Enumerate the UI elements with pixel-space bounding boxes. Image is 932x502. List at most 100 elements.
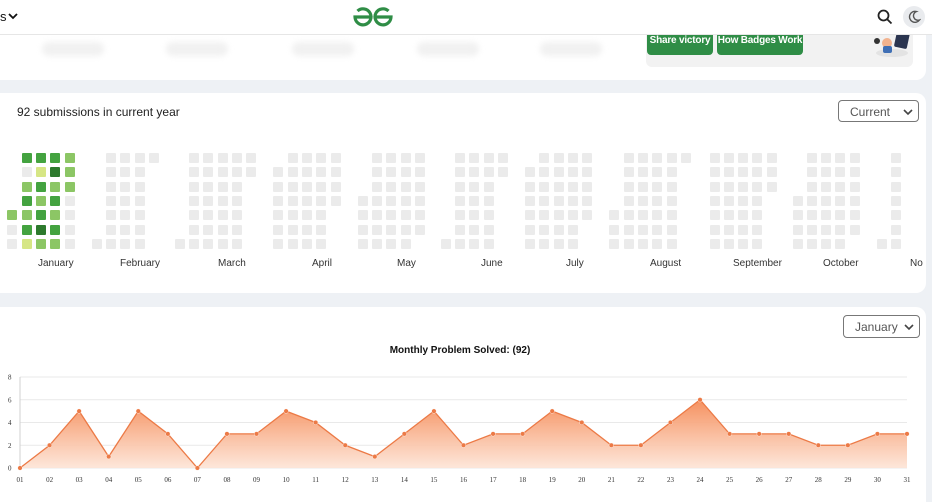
heatmap-cell[interactable] xyxy=(766,153,777,163)
heatmap-cell[interactable] xyxy=(469,167,480,178)
heatmap-cell[interactable] xyxy=(821,224,832,235)
heatmap-cell[interactable] xyxy=(849,153,860,163)
heatmap-cell[interactable] xyxy=(709,210,720,221)
heatmap-cell[interactable] xyxy=(91,238,102,249)
heatmap-cell[interactable] xyxy=(302,238,313,249)
heatmap-cell[interactable] xyxy=(469,195,480,206)
heatmap-cell[interactable] xyxy=(400,224,411,235)
heatmap-cell[interactable] xyxy=(440,238,451,249)
heatmap-cell[interactable] xyxy=(415,195,425,206)
heatmap-cell[interactable] xyxy=(806,224,817,235)
heatmap-cell[interactable] xyxy=(723,238,734,249)
heatmap-cell[interactable] xyxy=(652,238,663,249)
heatmap-cell[interactable] xyxy=(372,181,383,192)
heatmap-cell[interactable] xyxy=(483,224,494,235)
heatmap-cell[interactable] xyxy=(189,238,200,249)
heatmap-cell[interactable] xyxy=(539,167,550,178)
heatmap-cell[interactable] xyxy=(553,210,564,221)
heatmap-cell[interactable] xyxy=(568,181,578,192)
heatmap-cell[interactable] xyxy=(638,167,649,178)
heatmap-cell[interactable] xyxy=(217,195,228,206)
heatmap-cell[interactable] xyxy=(50,153,61,163)
heatmap-cell[interactable] xyxy=(231,153,242,163)
data-point[interactable] xyxy=(135,408,141,414)
heatmap-cell[interactable] xyxy=(766,167,777,178)
data-point[interactable] xyxy=(520,431,526,437)
heatmap-cell[interactable] xyxy=(36,153,47,163)
heatmap-cell[interactable] xyxy=(50,224,61,235)
data-point[interactable] xyxy=(165,431,171,437)
heatmap-cell[interactable] xyxy=(134,224,145,235)
heatmap-cell[interactable] xyxy=(623,181,634,192)
heatmap-cell[interactable] xyxy=(738,195,749,206)
heatmap-cell[interactable] xyxy=(891,195,902,206)
heatmap-cell[interactable] xyxy=(835,167,846,178)
heatmap-cell[interactable] xyxy=(302,224,313,235)
heatmap-cell[interactable] xyxy=(134,181,145,192)
heatmap-cell[interactable] xyxy=(723,153,734,163)
heatmap-cell[interactable] xyxy=(568,195,578,206)
heatmap-cell[interactable] xyxy=(553,181,564,192)
data-point[interactable] xyxy=(401,431,407,437)
heatmap-cell[interactable] xyxy=(582,153,593,163)
heatmap-cell[interactable] xyxy=(287,195,298,206)
heatmap-cell[interactable] xyxy=(455,224,466,235)
data-point[interactable] xyxy=(490,431,496,437)
heatmap-cell[interactable] xyxy=(666,153,677,163)
heatmap-cell[interactable] xyxy=(330,167,341,178)
chevron-down-icon[interactable] xyxy=(7,10,19,22)
heatmap-cell[interactable] xyxy=(7,224,18,235)
heatmap-cell[interactable] xyxy=(189,224,200,235)
heatmap-cell[interactable] xyxy=(652,153,663,163)
heatmap-cell[interactable] xyxy=(189,181,200,192)
heatmap-cell[interactable] xyxy=(652,195,663,206)
data-point[interactable] xyxy=(786,431,792,437)
heatmap-cell[interactable] xyxy=(623,153,634,163)
heatmap-cell[interactable] xyxy=(752,167,763,178)
data-point[interactable] xyxy=(667,420,673,426)
heatmap-cell[interactable] xyxy=(120,195,131,206)
heatmap-cell[interactable] xyxy=(638,195,649,206)
heatmap-cell[interactable] xyxy=(386,195,397,206)
heatmap-cell[interactable] xyxy=(36,181,47,192)
heatmap-cell[interactable] xyxy=(273,195,284,206)
heatmap-cell[interactable] xyxy=(287,238,298,249)
heatmap-cell[interactable] xyxy=(525,210,536,221)
heatmap-cell[interactable] xyxy=(849,210,860,221)
heatmap-cell[interactable] xyxy=(652,210,663,221)
heatmap-cell[interactable] xyxy=(821,210,832,221)
data-point[interactable] xyxy=(756,431,762,437)
heatmap-cell[interactable] xyxy=(806,195,817,206)
data-point[interactable] xyxy=(76,408,82,414)
heatmap-cell[interactable] xyxy=(203,210,214,221)
heatmap-cell[interactable] xyxy=(64,181,75,192)
heatmap-cell[interactable] xyxy=(217,210,228,221)
data-point[interactable] xyxy=(608,442,614,448)
heatmap-cell[interactable] xyxy=(400,153,411,163)
heatmap-cell[interactable] xyxy=(723,195,734,206)
data-point[interactable] xyxy=(372,454,378,460)
heatmap-cell[interactable] xyxy=(231,195,242,206)
heatmap-cell[interactable] xyxy=(525,167,536,178)
heatmap-cell[interactable] xyxy=(582,210,593,221)
heatmap-cell[interactable] xyxy=(666,238,677,249)
heatmap-cell[interactable] xyxy=(273,224,284,235)
heatmap-cell[interactable] xyxy=(64,153,75,163)
heatmap-cell[interactable] xyxy=(316,238,327,249)
heatmap-cell[interactable] xyxy=(203,195,214,206)
heatmap-cell[interactable] xyxy=(652,167,663,178)
heatmap-cell[interactable] xyxy=(36,210,47,221)
heatmap-cell[interactable] xyxy=(386,153,397,163)
heatmap-cell[interactable] xyxy=(316,195,327,206)
heatmap-cell[interactable] xyxy=(623,224,634,235)
heatmap-cell[interactable] xyxy=(469,153,480,163)
heatmap-cell[interactable] xyxy=(36,195,47,206)
data-point[interactable] xyxy=(313,420,319,426)
heatmap-cell[interactable] xyxy=(469,224,480,235)
heatmap-cell[interactable] xyxy=(568,224,578,235)
heatmap-cell[interactable] xyxy=(287,224,298,235)
heatmap-cell[interactable] xyxy=(792,210,803,221)
heatmap-cell[interactable] xyxy=(273,210,284,221)
heatmap-cell[interactable] xyxy=(806,153,817,163)
heatmap-cell[interactable] xyxy=(203,224,214,235)
